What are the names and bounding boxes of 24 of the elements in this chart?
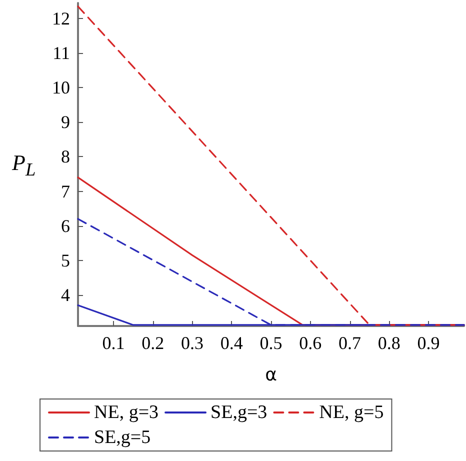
x-tick-label: 0.8 — [378, 333, 400, 353]
y-tick-label: 8 — [61, 146, 70, 167]
legend-label: SE,g=5 — [94, 427, 151, 448]
x-tick-label: 0.5 — [260, 333, 282, 353]
x-tick-label: 0.4 — [220, 333, 243, 353]
x-axis-title: α — [265, 364, 277, 386]
y-tick-label: 9 — [61, 112, 70, 132]
x-tick-label: 0.2 — [142, 333, 164, 353]
legend-label: SE,g=3 — [210, 402, 268, 423]
y-tick-label: 10 — [52, 78, 70, 98]
x-tick-label: 0.6 — [299, 333, 322, 353]
y-axis-title: P$_{L}$ — [12, 150, 36, 180]
y-tick-label: 6 — [61, 216, 70, 236]
x-tick-label: 0.9 — [417, 333, 440, 353]
y-tick-label: 12 — [52, 8, 70, 29]
y-tick-label: 5 — [61, 250, 70, 270]
x-tick-label: 0.1 — [102, 333, 125, 353]
y-tick-label: 7 — [61, 181, 70, 202]
legend-label: NE, g=5 — [319, 402, 384, 423]
legend-label: NE, g=3 — [94, 402, 159, 423]
x-tick-label: 0.3 — [180, 333, 204, 353]
x-tick-label: 0.7 — [338, 333, 362, 353]
y-tick-label: 4 — [61, 284, 70, 305]
y-tick-label: 11 — [52, 43, 70, 64]
